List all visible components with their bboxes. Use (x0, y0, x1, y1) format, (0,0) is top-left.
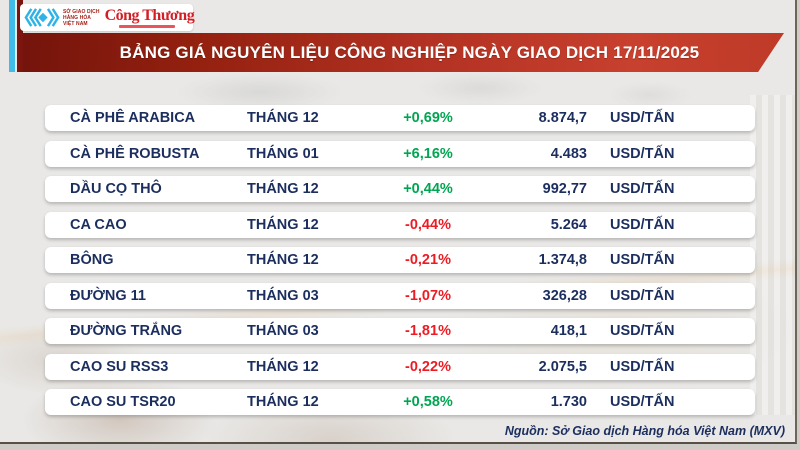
table-row: CÀ PHÊ ROBUSTA THÁNG 01 +6,16% 4.483 USD… (45, 140, 755, 167)
row-price: 4.483 (550, 145, 587, 162)
row-price: 326,28 (542, 287, 587, 304)
row-price: 1.730 (550, 394, 587, 410)
page-title: BẢNG GIÁ NGUYÊN LIỆU CÔNG NGHIỆP NGÀY GI… (119, 42, 700, 62)
mxv-org-line: HÀNG HÓA (63, 14, 92, 21)
row-change-percent: +6,16% (403, 145, 453, 162)
row-commodity-name: CA CAO (70, 216, 127, 233)
table-row: BÔNG THÁNG 12 -0,21% 1.374,8 USD/TẤN (45, 247, 755, 273)
mxv-org-line: VIỆT NAM (63, 20, 88, 27)
row-change-percent: -0,21% (405, 252, 451, 268)
accent-bar-cyan (9, 0, 15, 72)
row-price: 418,1 (550, 323, 587, 339)
row-change-percent: +0,69% (403, 110, 453, 126)
mxv-logo-icon (24, 8, 60, 27)
row-unit: USD/TẤN (610, 252, 675, 268)
row-commodity-name: ĐƯỜNG TRẮNG (70, 323, 183, 339)
row-commodity-name: ĐƯỜNG 11 (70, 287, 146, 304)
price-table: CÀ PHÊ ARABICA THÁNG 12 +0,69% 8.874,7 U… (45, 105, 755, 425)
row-commodity-name: BÔNG (70, 252, 114, 268)
table-row: ĐƯỜNG TRẮNG THÁNG 03 -1,81% 418,1 USD/TẤ… (45, 318, 755, 344)
congthuong-wordmark: Công Thương (104, 6, 195, 24)
table-row: DẦU CỌ THÔ THÁNG 12 +0,44% 992,77 USD/TẤ… (45, 176, 755, 202)
row-contract-month: THÁNG 12 (247, 216, 319, 233)
row-change-percent: -1,07% (405, 287, 451, 304)
row-commodity-name: DẦU CỌ THÔ (70, 181, 162, 197)
row-contract-month: THÁNG 12 (247, 181, 319, 197)
row-unit: USD/TẤN (610, 216, 675, 233)
row-contract-month: THÁNG 03 (247, 323, 319, 339)
table-row: CAO SU RSS3 THÁNG 12 -0,22% 2.075,5 USD/… (45, 353, 755, 380)
table-row: CAO SU TSR20 THÁNG 12 +0,58% 1.730 USD/T… (45, 389, 755, 415)
row-change-percent: -0,22% (405, 358, 451, 375)
row-commodity-name: CÀ PHÊ ARABICA (70, 110, 196, 126)
row-contract-month: THÁNG 12 (247, 110, 319, 126)
accent-bar-maroon (17, 0, 23, 72)
mxv-org-name: SỞ GIAO DỊCH HÀNG HÓA VIỆT NAM (63, 9, 100, 27)
congthuong-logo: Công Thương (104, 6, 195, 28)
logo-box: SỞ GIAO DỊCH HÀNG HÓA VIỆT NAM Công Thươ… (20, 4, 195, 31)
row-change-percent: +0,58% (403, 394, 453, 410)
row-change-percent: +0,44% (403, 181, 453, 197)
row-commodity-name: CAO SU TSR20 (70, 394, 176, 410)
row-unit: USD/TẤN (610, 394, 675, 410)
row-unit: USD/TẤN (610, 358, 675, 375)
row-change-percent: -0,44% (405, 216, 451, 233)
row-commodity-name: CAO SU RSS3 (70, 358, 169, 375)
row-price: 5.264 (550, 216, 587, 233)
mxv-org-line: SỞ GIAO DỊCH (63, 8, 100, 15)
row-contract-month: THÁNG 12 (247, 252, 319, 268)
row-change-percent: -1,81% (405, 323, 451, 339)
row-unit: USD/TẤN (610, 323, 675, 339)
row-unit: USD/TẤN (610, 287, 675, 304)
row-unit: USD/TẤN (610, 145, 675, 162)
row-contract-month: THÁNG 03 (247, 287, 319, 304)
row-unit: USD/TẤN (610, 181, 675, 197)
row-contract-month: THÁNG 12 (247, 394, 319, 410)
table-row: ĐƯỜNG 11 THÁNG 03 -1,07% 326,28 USD/TẤN (45, 282, 755, 309)
row-contract-month: THÁNG 01 (247, 145, 319, 162)
table-row: CA CAO THÁNG 12 -0,44% 5.264 USD/TẤN (45, 211, 755, 238)
row-price: 8.874,7 (538, 110, 587, 126)
title-banner: BẢNG GIÁ NGUYÊN LIỆU CÔNG NGHIỆP NGÀY GI… (23, 33, 784, 72)
table-row: CÀ PHÊ ARABICA THÁNG 12 +0,69% 8.874,7 U… (45, 105, 755, 131)
row-contract-month: THÁNG 12 (247, 358, 319, 375)
row-unit: USD/TẤN (610, 110, 675, 126)
row-price: 1.374,8 (538, 252, 587, 268)
congthuong-tagline-bar (118, 24, 175, 28)
row-price: 2.075,5 (538, 358, 587, 375)
source-note: Nguồn: Sở Giao dịch Hàng hóa Việt Nam (M… (504, 424, 785, 438)
row-price: 992,77 (542, 181, 587, 197)
row-commodity-name: CÀ PHÊ ROBUSTA (70, 145, 200, 162)
